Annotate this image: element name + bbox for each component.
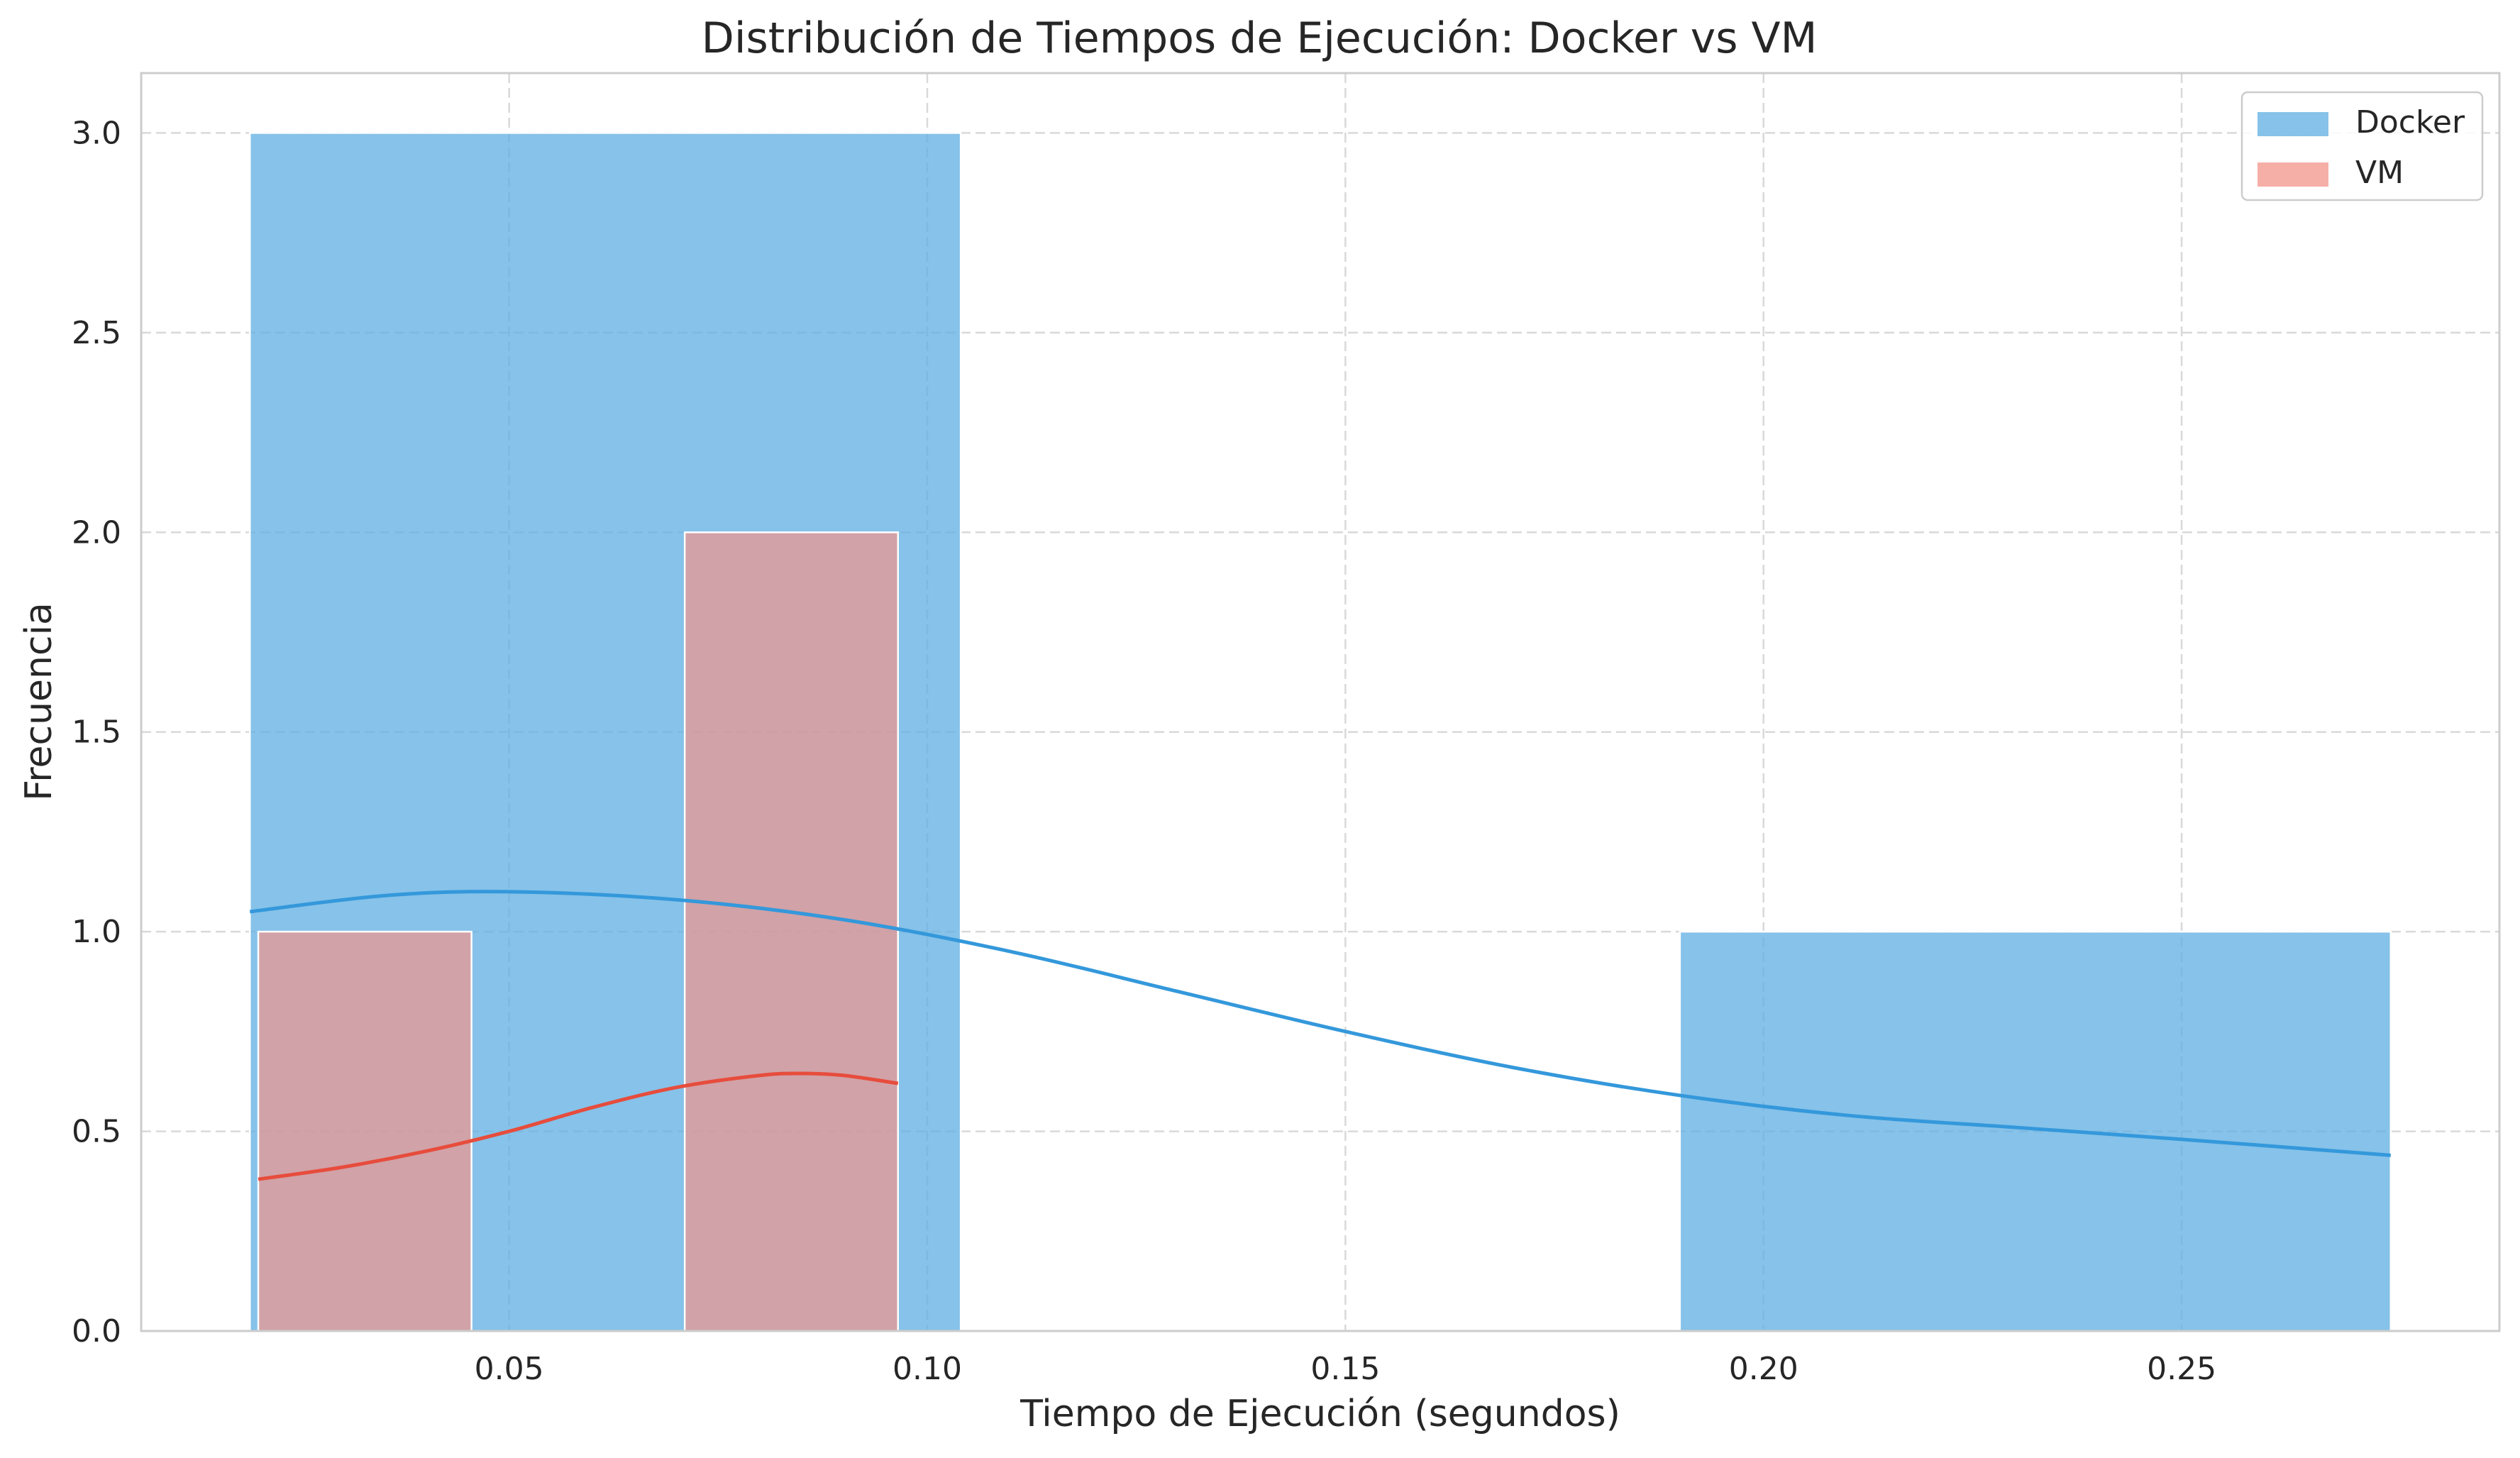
docker-kde-line (249, 890, 2391, 1157)
vm-bar (683, 531, 899, 1332)
y-tick-label: 2.5 (72, 315, 121, 351)
vm-kde-line (258, 1071, 899, 1181)
x-tick-label: 0.10 (892, 1351, 962, 1387)
x-axis-label: Tiempo de Ejecución (segundos) (1019, 1393, 1620, 1435)
legend-label-docker: Docker (2355, 104, 2465, 140)
plot-area-frame (140, 72, 2501, 1332)
x-tick-label: 0.05 (475, 1351, 544, 1387)
legend-label-vm: VM (2355, 155, 2404, 191)
x-tick-label: 0.20 (1729, 1351, 1798, 1387)
y-axis-label: Frecuencia (18, 602, 60, 801)
legend-swatch-vm (2258, 162, 2328, 187)
x-tick-label: 0.15 (1310, 1351, 1380, 1387)
y-tick-label: 2.0 (72, 514, 121, 551)
y-tick-label: 0.0 (72, 1313, 121, 1349)
y-tick-label: 1.0 (72, 914, 121, 950)
y-tick-label: 1.5 (72, 714, 121, 751)
legend: Docker VM (2240, 91, 2484, 201)
legend-swatch-docker (2258, 112, 2328, 136)
y-tick-label: 0.5 (72, 1114, 121, 1150)
docker-bar (1679, 930, 2392, 1332)
y-tick-label: 3.0 (72, 115, 121, 151)
vm-bar (257, 930, 472, 1332)
x-tick-label: 0.25 (2147, 1351, 2216, 1387)
chart-title: Distribución de Tiempos de Ejecución: Do… (702, 13, 1818, 63)
